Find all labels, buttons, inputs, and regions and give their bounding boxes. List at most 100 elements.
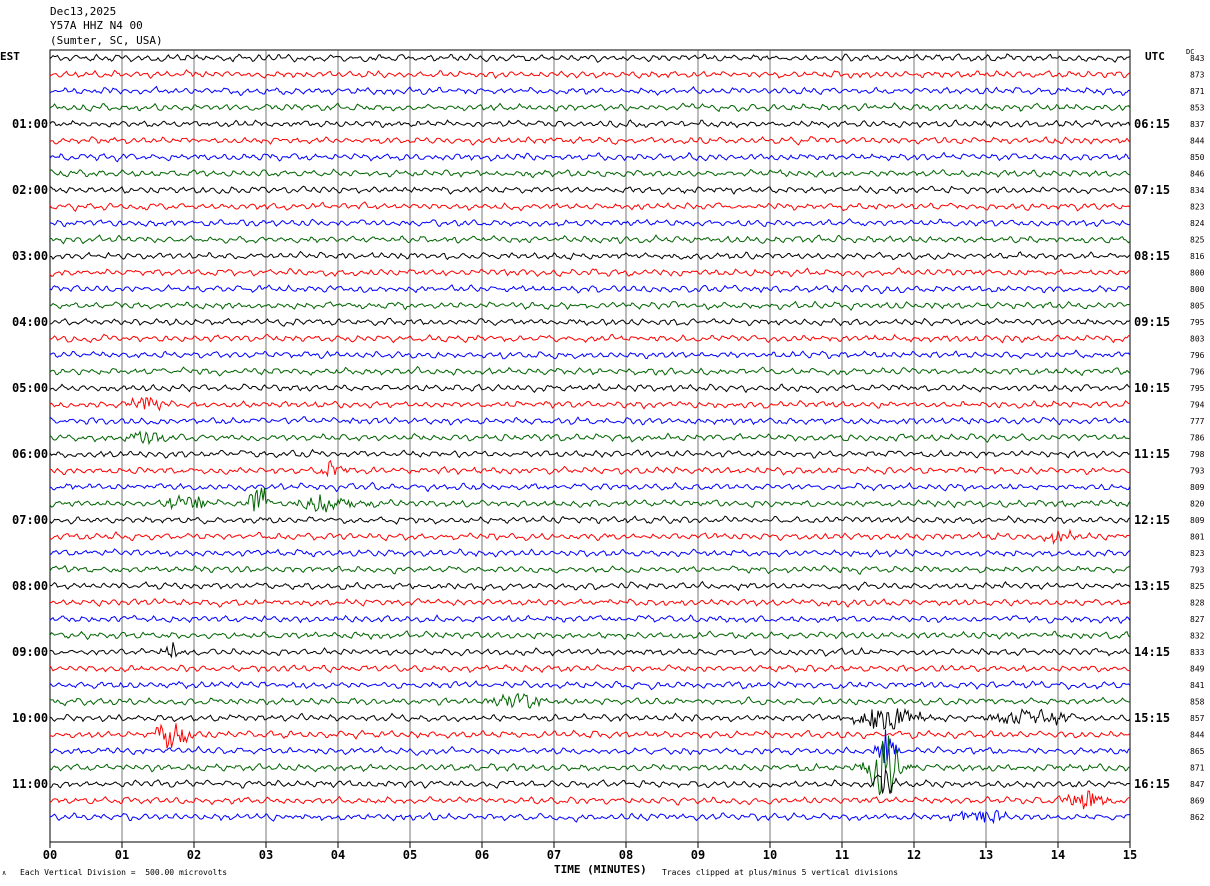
- utc-hour-label: 08:15: [1134, 249, 1170, 263]
- seismic-trace: [49, 416, 1130, 426]
- dc-offset-value: 833: [1190, 648, 1205, 657]
- dc-offset-value: 858: [1190, 698, 1205, 707]
- seismic-trace: [49, 487, 1131, 513]
- dc-offset-value: 816: [1190, 252, 1205, 261]
- x-tick-label: 00: [43, 848, 57, 862]
- seismic-trace: [49, 119, 1131, 129]
- dc-offset-value: 798: [1190, 450, 1205, 459]
- seismic-trace: [49, 333, 1131, 344]
- est-hour-label: 11:00: [12, 777, 48, 791]
- dc-offset-header: DC: [1186, 48, 1195, 56]
- seismic-trace: [49, 267, 1131, 278]
- dc-offset-value: 796: [1190, 368, 1205, 377]
- seismic-trace: [49, 528, 1131, 546]
- seismic-trace: [49, 723, 1131, 749]
- x-tick-label: 14: [1051, 848, 1065, 862]
- dc-offset-value: 793: [1190, 467, 1205, 476]
- seismic-trace: [49, 564, 1131, 576]
- dc-offset-value: 825: [1190, 236, 1205, 245]
- helicorder-date: Dec13,2025: [50, 5, 117, 18]
- x-tick-label: 04: [331, 848, 345, 862]
- dc-offset-value: 796: [1190, 351, 1205, 360]
- seismic-trace: [49, 365, 1131, 377]
- dc-offset-value: 823: [1190, 549, 1205, 558]
- utc-hour-label: 10:15: [1134, 381, 1170, 395]
- seismic-trace: [49, 614, 1131, 625]
- dc-offset-value: 837: [1190, 120, 1205, 129]
- dc-offset-value: 823: [1190, 203, 1205, 212]
- seismic-trace: [49, 630, 1131, 641]
- utc-hour-label: 15:15: [1134, 711, 1170, 725]
- seismic-trace: [49, 317, 1131, 327]
- seismic-trace: [49, 168, 1131, 179]
- seismic-trace: [49, 664, 1131, 674]
- est-hour-label: 05:00: [12, 381, 48, 395]
- x-tick-label: 08: [619, 848, 633, 862]
- x-tick-label: 09: [691, 848, 705, 862]
- utc-hour-label: 13:15: [1134, 579, 1170, 593]
- x-tick-label: 01: [115, 848, 129, 862]
- x-axis-title: TIME (MINUTES): [554, 863, 647, 876]
- dc-offset-value: 809: [1190, 483, 1205, 492]
- seismic-trace: [49, 692, 1131, 709]
- x-tick-label: 03: [259, 848, 273, 862]
- utc-timezone-label: UTC: [1145, 50, 1165, 63]
- dc-offset-value: 832: [1190, 632, 1205, 641]
- utc-hour-label: 11:15: [1134, 447, 1170, 461]
- x-tick-label: 12: [907, 848, 921, 862]
- seismic-trace: [49, 769, 1131, 794]
- seismic-trace: [49, 396, 1131, 412]
- seismic-trace: [49, 680, 1131, 691]
- dc-offset-value: 827: [1190, 615, 1205, 624]
- dc-offset-value: 793: [1190, 566, 1205, 575]
- dc-offset-value: 824: [1190, 219, 1205, 228]
- seismic-trace: [49, 85, 1131, 97]
- seismic-trace: [49, 597, 1131, 608]
- dc-offset-value: 871: [1190, 764, 1205, 773]
- dc-offset-value: 777: [1190, 417, 1205, 426]
- corner-mark: ∧: [2, 869, 7, 877]
- x-tick-label: 07: [547, 848, 561, 862]
- est-hour-label: 04:00: [12, 315, 48, 329]
- dc-offset-value: 846: [1190, 170, 1205, 179]
- dc-offset-value: 844: [1190, 731, 1205, 740]
- dc-offset-value: 847: [1190, 780, 1205, 789]
- est-hour-label: 03:00: [12, 249, 48, 263]
- clipping-note: Traces clipped at plus/minus 5 vertical …: [662, 868, 899, 877]
- seismic-trace: [49, 250, 1131, 261]
- seismic-trace: [49, 185, 1131, 195]
- dc-offset-value: 873: [1190, 71, 1205, 80]
- est-hour-label: 07:00: [12, 513, 48, 527]
- est-hour-label: 09:00: [12, 645, 48, 659]
- utc-hour-label: 09:15: [1134, 315, 1170, 329]
- utc-hour-label: 16:15: [1134, 777, 1170, 791]
- x-tick-label: 13: [979, 848, 993, 862]
- dc-offset-value: 820: [1190, 500, 1205, 509]
- seismic-trace: [49, 548, 1131, 558]
- utc-hour-label: 06:15: [1134, 117, 1170, 131]
- dc-offset-value: 841: [1190, 681, 1205, 690]
- vertical-division-note: Each Vertical Division = 500.00 microvol…: [20, 868, 228, 877]
- x-tick-label: 05: [403, 848, 417, 862]
- dc-offset-value: 825: [1190, 582, 1205, 591]
- seismic-trace: [49, 349, 1131, 360]
- seismic-trace: [49, 430, 1130, 446]
- seismic-trace: [49, 284, 1131, 295]
- station-location: (Sumter, SC, USA): [50, 34, 163, 47]
- dc-offset-value: 850: [1190, 153, 1205, 162]
- dc-offset-value: 843: [1190, 54, 1205, 63]
- utc-hour-label: 07:15: [1134, 183, 1170, 197]
- seismic-trace: [49, 300, 1131, 311]
- est-hour-label: 01:00: [12, 117, 48, 131]
- seismic-trace: [49, 809, 1131, 825]
- seismic-trace: [49, 151, 1131, 163]
- seismic-trace: [49, 136, 1131, 146]
- dc-offset-value: 871: [1190, 87, 1205, 96]
- dc-offset-value: 795: [1190, 384, 1205, 393]
- station-code: Y57A HHZ N4 00: [50, 19, 143, 32]
- dc-offset-value: 800: [1190, 285, 1205, 294]
- seismic-trace: [49, 481, 1131, 493]
- x-tick-label: 15: [1123, 848, 1137, 862]
- dc-offset-value: 786: [1190, 434, 1205, 443]
- dc-offset-value: 800: [1190, 269, 1205, 278]
